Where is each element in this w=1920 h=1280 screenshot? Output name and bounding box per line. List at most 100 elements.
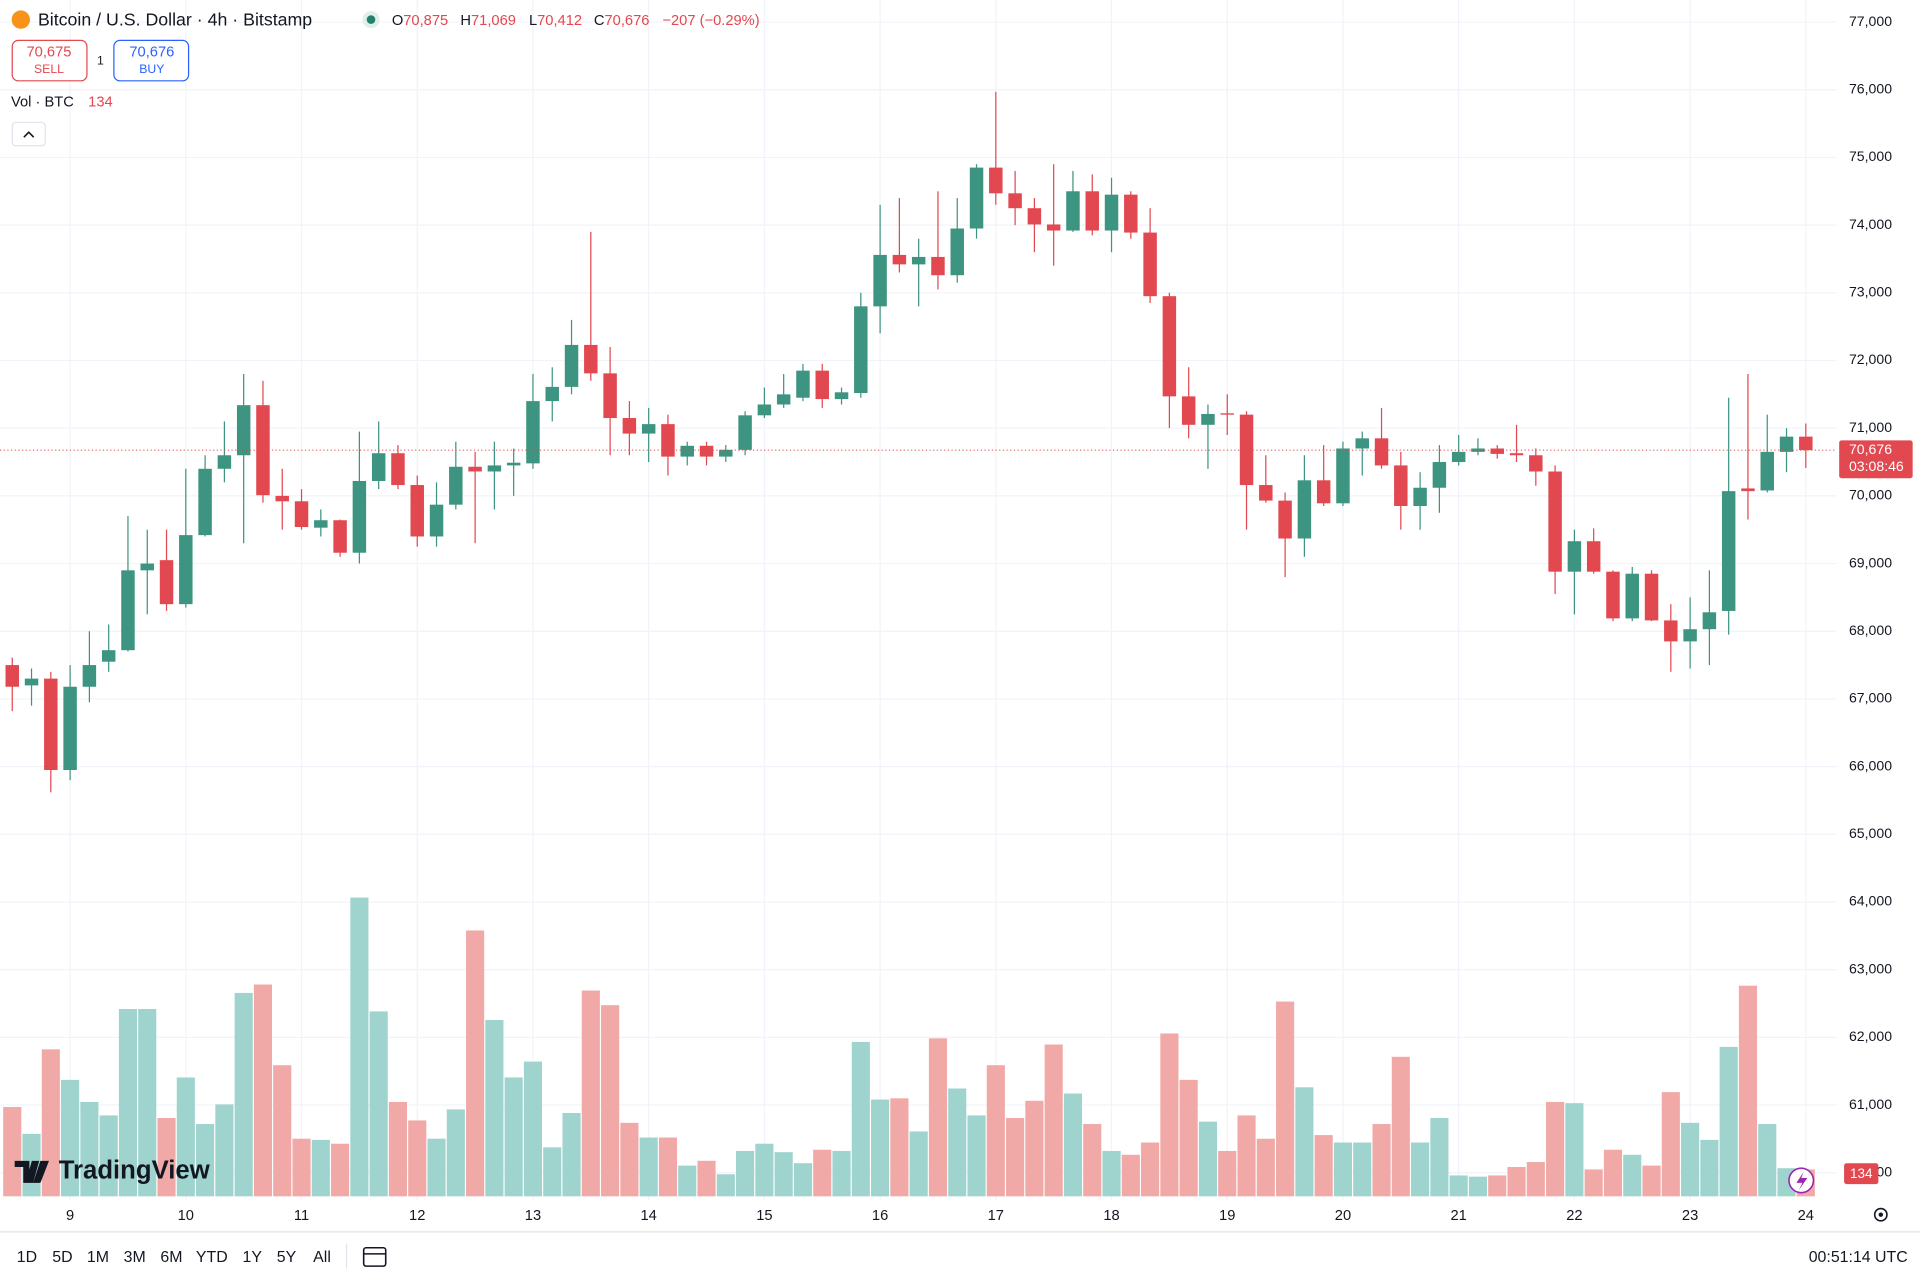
y-tick-label: 75,000 [1849,148,1892,164]
x-tick-label: 21 [1451,1208,1467,1224]
volume-bar [716,1174,735,1197]
volume-bar [1719,1046,1738,1197]
candle-body [1779,436,1794,452]
candle-body [1799,436,1813,451]
range-button[interactable]: 1D [17,1249,37,1266]
range-button[interactable]: All [313,1249,331,1266]
candle-body [140,563,154,571]
collapse-button[interactable] [11,121,46,147]
volume-legend-value: 134 [88,95,113,111]
symbol-title[interactable]: Bitcoin / U.S. Dollar · 4h · Bitstamp [38,10,312,30]
candle-body [776,394,791,405]
volume-bar [1507,1167,1526,1197]
volume-bar [446,1109,465,1197]
volume-badge-label: 134 [1850,1166,1873,1181]
y-tick-label: 77,000 [1849,13,1892,29]
candle-body [449,466,463,505]
candle-body [738,415,752,450]
candle-body [989,167,1003,194]
volume-bar [871,1099,890,1197]
candle-body [1509,453,1524,456]
candle-body [63,686,77,770]
buy-price: 70,676 [129,45,174,61]
y-tick-label: 72,000 [1849,351,1892,367]
volume-bar [678,1165,697,1197]
candle-body [333,520,347,553]
volume-bar [408,1120,427,1197]
volume-bar [80,1101,99,1197]
candle-body [506,462,521,466]
candle-body [198,468,212,536]
volume-bar [1526,1161,1545,1197]
y-tick-label: 62,000 [1849,1028,1892,1044]
range-button[interactable]: 6M [160,1249,182,1266]
candle-body [371,453,386,481]
date-range-button[interactable] [362,1246,387,1267]
buy-button[interactable] [113,39,190,82]
candle-body [1085,191,1099,231]
y-tick-label: 68,000 [1849,622,1892,638]
sell-button[interactable] [11,39,88,82]
candle-body [1586,541,1601,572]
x-tick-label: 13 [525,1208,541,1224]
range-button[interactable]: 1Y [243,1249,263,1266]
volume-bar [234,992,253,1197]
candle-body [1046,224,1061,231]
candle-body [1490,448,1504,454]
candle-body [1181,396,1196,425]
volume-bar [986,1065,1005,1197]
range-button[interactable]: 5Y [277,1249,297,1266]
volume-bar [466,930,485,1197]
ohlc-change: −207 (−0.29%) [662,13,759,29]
volume-bar [61,1079,80,1197]
candle-body [236,405,251,456]
volume-bar [3,1106,22,1197]
volume-bar [1237,1115,1256,1197]
brand: TradingView [59,1157,211,1185]
volume-bar [1276,1001,1295,1197]
volume-bar [890,1098,909,1197]
range-button[interactable]: 5D [52,1249,72,1266]
candle-body [1143,232,1157,297]
candle-body [256,405,270,496]
price-pane [0,91,1837,793]
candle-body [1529,455,1543,472]
range-button[interactable]: 1M [87,1249,109,1266]
candle-body [950,228,964,276]
range-button[interactable]: YTD [196,1249,228,1266]
settings-button[interactable] [1873,1207,1888,1222]
x-tick-label: 17 [988,1208,1004,1224]
x-tick-label: 16 [872,1208,888,1224]
volume-bar [1256,1138,1275,1197]
y-tick-label: 65,000 [1849,825,1892,841]
candle-body [1625,573,1639,619]
x-tick-label: 23 [1682,1208,1698,1224]
x-tick-label: 9 [66,1208,74,1224]
ohlc-value: 70,412 [537,13,582,29]
candle-body [429,504,444,537]
volume-bar [292,1138,311,1197]
sell-price: 70,675 [27,45,72,61]
candle-body [1413,487,1427,507]
x-tick-label: 10 [178,1208,194,1224]
volume-bar [1083,1124,1102,1197]
candle-body [179,535,193,605]
volume-bar [1295,1087,1314,1197]
candle-body [1278,500,1292,539]
clock[interactable]: 00:51:14 UTC [1809,1249,1908,1266]
volume-bar [1198,1121,1218,1197]
candle-body [641,424,656,434]
y-tick-label: 76,000 [1849,80,1892,96]
ohlc-value: 70,875 [403,13,448,29]
candle-body [1355,438,1369,449]
candle-body [1664,620,1678,642]
range-button[interactable]: 3M [124,1249,146,1266]
candle-body [1644,573,1659,621]
candle-body [159,560,174,605]
volume-bar [832,1150,851,1197]
volume-bar [1218,1150,1237,1197]
x-tick-label: 15 [756,1208,772,1224]
candle-body [101,650,116,662]
candle-body [1316,480,1331,504]
volume-bar [1314,1135,1333,1197]
